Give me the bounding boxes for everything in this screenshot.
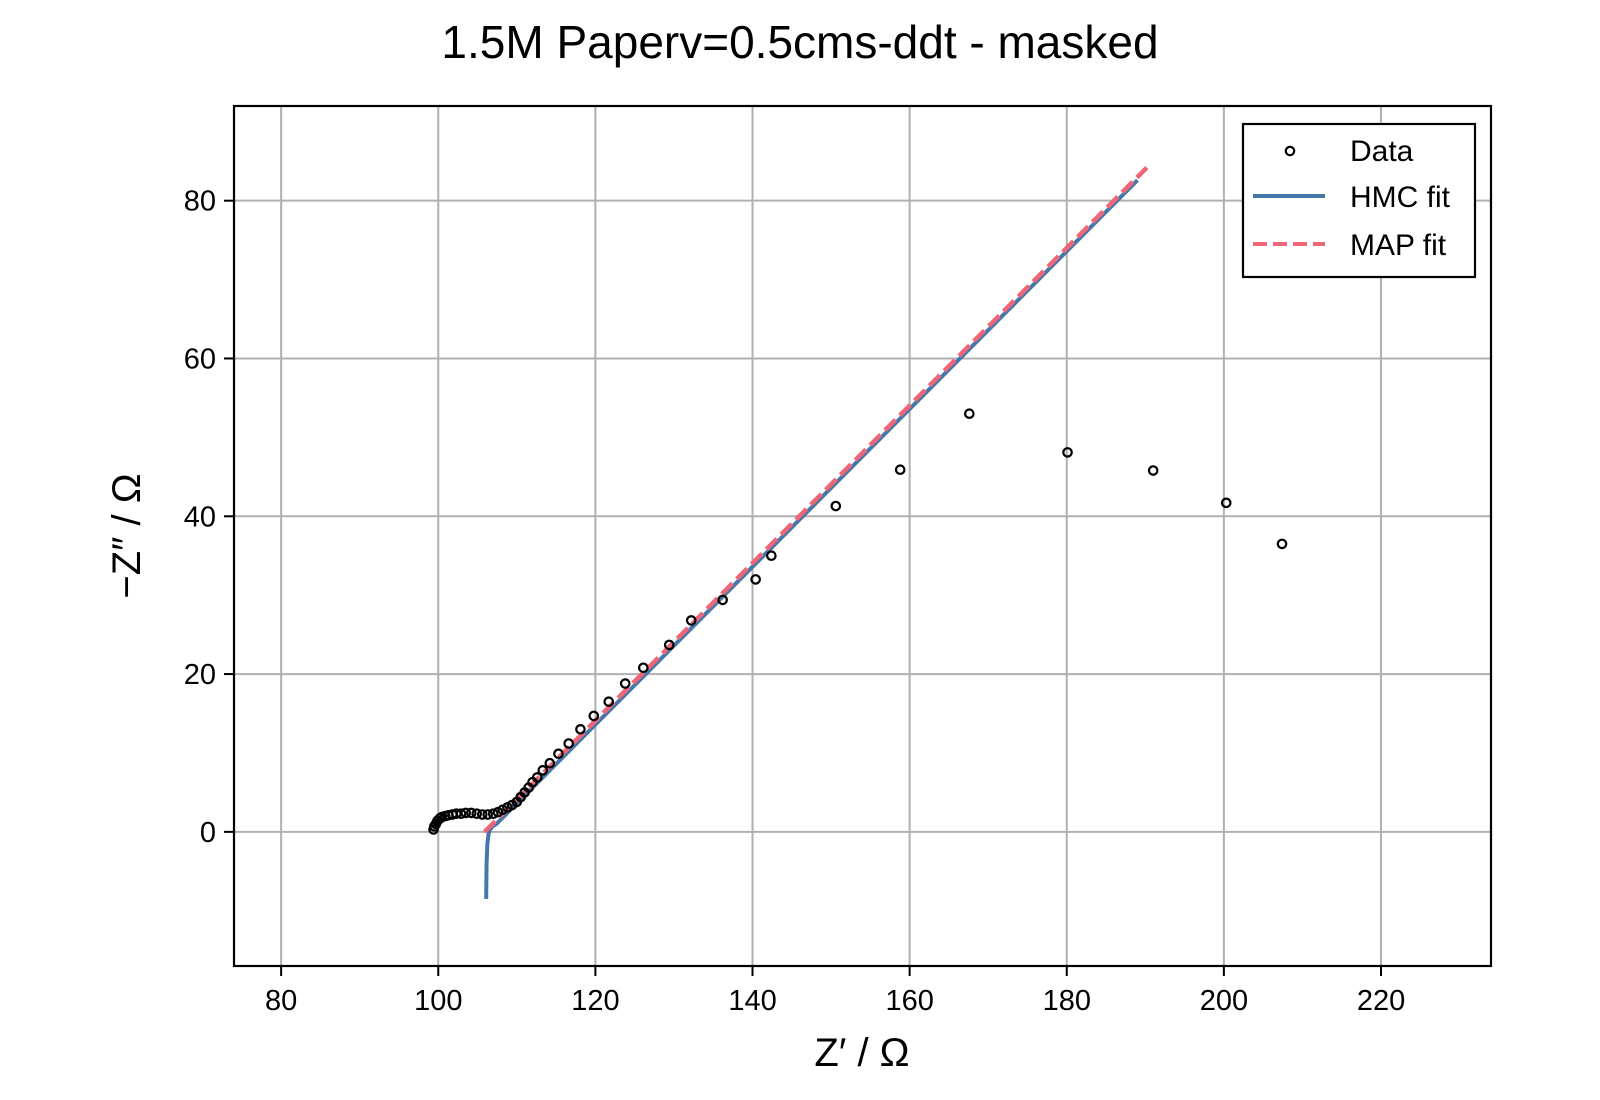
data-point <box>460 807 472 819</box>
data-point <box>894 464 906 476</box>
data-point <box>482 809 494 820</box>
y-tick-label: 20 <box>184 659 216 691</box>
data-point <box>1220 497 1232 509</box>
data-point <box>964 408 975 420</box>
data-point <box>537 765 549 776</box>
data-point <box>471 808 483 820</box>
legend-label-map-fit: MAP fit <box>1350 229 1447 262</box>
y-tick-label: 80 <box>184 186 216 218</box>
data-point <box>544 757 556 769</box>
x-axis-label: Z′ / Ω <box>814 1031 909 1075</box>
legend-label-data: Data <box>1350 135 1414 168</box>
data-point <box>750 574 761 585</box>
data-point <box>465 807 477 819</box>
legend: Data HMC fit MAP fit <box>1241 122 1477 279</box>
x-tick-label: 200 <box>1200 985 1248 1017</box>
y-tick-label: 0 <box>200 817 216 849</box>
x-tick-label: 220 <box>1357 985 1405 1017</box>
data-point <box>553 748 564 760</box>
data-point <box>1062 447 1073 458</box>
data-point <box>1147 465 1159 476</box>
x-tick-label: 80 <box>265 985 297 1017</box>
x-tick-label: 180 <box>1043 985 1091 1017</box>
data-point <box>455 808 467 820</box>
legend-marker-data <box>1284 145 1296 157</box>
data-point <box>766 550 777 562</box>
data-point <box>638 662 649 674</box>
legend-label-hmc-fit: HMC fit <box>1350 181 1451 214</box>
data-point <box>588 710 600 722</box>
data-point <box>575 724 586 735</box>
axis-ticks: 80 100 120 140 160 180 200 220 0 20 40 60 80 <box>184 186 1405 1017</box>
chart-title: 1.5M Paperv=0.5cms-ddt - masked <box>441 16 1159 68</box>
data-point <box>487 808 499 820</box>
plot-series <box>428 165 1288 899</box>
data-point <box>619 678 631 689</box>
map-fit-line <box>483 165 1149 834</box>
data-point <box>476 809 488 820</box>
data-point <box>531 772 543 783</box>
hmc-fit-line <box>484 178 1139 899</box>
data-point <box>717 594 728 606</box>
x-tick-label: 120 <box>571 985 619 1017</box>
y-tick-label: 60 <box>184 343 216 375</box>
x-tick-label: 160 <box>885 985 933 1017</box>
data-point <box>1276 538 1288 550</box>
data-point <box>830 500 842 512</box>
data-point <box>663 639 675 651</box>
legend-box <box>1241 122 1477 279</box>
data-point <box>563 738 574 749</box>
x-tick-label: 140 <box>728 985 776 1017</box>
x-tick-label: 100 <box>414 985 462 1017</box>
data-point <box>603 696 615 707</box>
y-tick-label: 40 <box>184 501 216 533</box>
data-point <box>685 615 697 626</box>
y-axis-label: −Z″ / Ω <box>105 473 149 598</box>
plot-frame <box>232 104 1493 968</box>
